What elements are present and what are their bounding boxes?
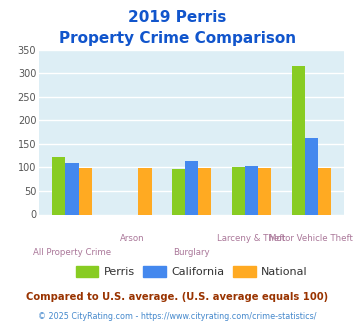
Bar <box>305 138 318 214</box>
Bar <box>138 168 152 214</box>
Bar <box>258 168 271 214</box>
Text: Arson: Arson <box>120 234 144 243</box>
Text: Larceny & Theft: Larceny & Theft <box>217 234 286 243</box>
Legend: Perris, California, National: Perris, California, National <box>71 261 312 281</box>
Text: © 2025 CityRating.com - https://www.cityrating.com/crime-statistics/: © 2025 CityRating.com - https://www.city… <box>38 312 317 321</box>
Bar <box>172 169 185 214</box>
Text: Burglary: Burglary <box>173 248 210 257</box>
Text: All Property Crime: All Property Crime <box>33 248 111 257</box>
Bar <box>65 163 78 214</box>
Bar <box>198 168 212 214</box>
Bar <box>318 168 331 214</box>
Bar <box>292 66 305 214</box>
Text: Property Crime Comparison: Property Crime Comparison <box>59 31 296 46</box>
Text: Motor Vehicle Theft: Motor Vehicle Theft <box>269 234 353 243</box>
Bar <box>245 166 258 214</box>
Bar <box>232 167 245 214</box>
Text: Compared to U.S. average. (U.S. average equals 100): Compared to U.S. average. (U.S. average … <box>26 292 329 302</box>
Bar <box>185 161 198 215</box>
Text: 2019 Perris: 2019 Perris <box>128 10 227 25</box>
Bar <box>52 157 65 214</box>
Bar <box>78 168 92 214</box>
